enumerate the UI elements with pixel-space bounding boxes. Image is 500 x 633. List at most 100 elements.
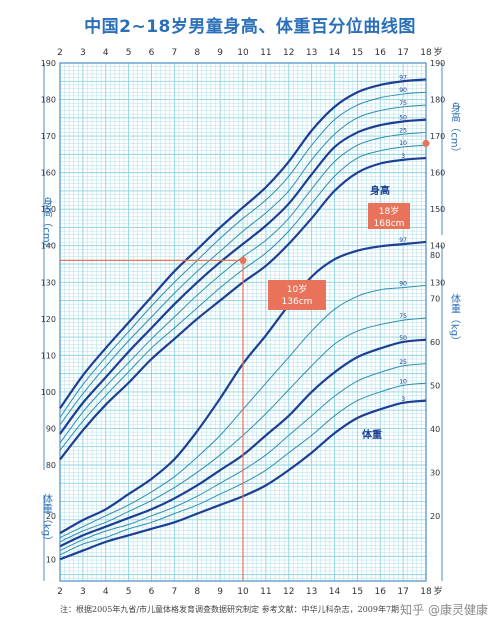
x-tick-label-bottom: 6 (149, 587, 155, 597)
x-tick-label-top: 8 (194, 48, 200, 58)
x-tick-label-top: 14 (329, 48, 341, 58)
height-tick-left: 170 (41, 132, 56, 141)
weight-tick-right: 70 (430, 294, 440, 303)
weight-tick-right: 40 (430, 425, 440, 434)
weight-tick-right: 50 (430, 381, 440, 390)
height-curve-p50 (59, 118, 427, 435)
height-curve-p90 (59, 91, 427, 418)
footnote: 注：根据2005年九省/市儿童体格发育调查数据研究制定 参考文献：中华儿科杂志，… (60, 605, 400, 614)
weight-percentile-label: 50 (399, 335, 407, 342)
x-tick-label-top: 16 (375, 48, 387, 58)
x-tick-label-top: 12 (283, 48, 294, 58)
x-tick-label-bottom: 8 (194, 587, 200, 597)
weight-percentile-label: 97 (399, 237, 407, 244)
height-curve-p75 (59, 104, 427, 426)
x-tick-label-top: 7 (172, 48, 178, 58)
weight-tick-right: 20 (430, 512, 440, 521)
x-tick-label-top: 17 (397, 48, 408, 58)
height-tick-left: 150 (41, 205, 56, 214)
x-tick-label-bottom: 5 (126, 587, 132, 597)
weight-tick-left: 20 (46, 512, 56, 521)
x-tick-label-bottom: 10 (237, 587, 249, 597)
height-curve-p25 (59, 131, 427, 444)
x-tick-label-bottom: 4 (103, 587, 109, 597)
height-axis-title-right: 身高（cm） (449, 101, 461, 157)
annotation-label-10y-age: 10岁 (287, 283, 307, 295)
height-tick-left: 100 (41, 388, 56, 397)
height-curve-p97 (59, 78, 427, 409)
height-tick-left: 110 (41, 351, 56, 360)
height-tick-left: 160 (41, 169, 56, 178)
height-axis-title-left: 身高（cm） (41, 196, 53, 252)
height-percentile-label: 25 (399, 127, 407, 134)
weight-percentile-label: 25 (399, 359, 407, 366)
x-tick-label-top: 9 (217, 48, 223, 58)
x-unit-label-bottom: 岁 (433, 585, 442, 597)
height-tick-right: 140 (430, 242, 445, 251)
x-tick-label-top: 4 (103, 48, 109, 58)
x-tick-label-bottom: 18 (420, 587, 432, 597)
grid (59, 62, 427, 581)
height-tick-right: 180 (430, 96, 445, 105)
weight-tick-right: 30 (430, 468, 440, 477)
annotation-label-18y-value: 168cm (374, 219, 405, 229)
x-unit-label-top: 岁 (433, 46, 442, 58)
x-tick-label-bottom: 15 (352, 587, 363, 597)
weight-tick-left: 10 (46, 555, 56, 564)
weight-axis-title-right: 体重（kg） (449, 294, 461, 346)
x-tick-label-top: 18 (420, 48, 432, 58)
x-tick-label-top: 2 (57, 48, 63, 58)
height-tick-right: 160 (430, 169, 445, 178)
height-tick-right: 130 (430, 278, 445, 287)
x-tick-label-bottom: 13 (306, 587, 317, 597)
x-tick-label-top: 6 (149, 48, 155, 58)
height-percentile-label: 50 (399, 114, 407, 121)
height-percentile-label: 97 (399, 74, 407, 81)
weight-curve-label: 体重 (362, 428, 382, 441)
height-tick-right: 170 (430, 132, 445, 141)
height-tick-left: 120 (41, 315, 56, 324)
weight-percentile-label: 10 (399, 378, 407, 385)
height-curve-label: 身高 (370, 184, 390, 197)
height-tick-left: 140 (41, 242, 56, 251)
height-tick-right: 150 (430, 205, 445, 214)
annotation-box-10y (268, 280, 326, 310)
height-tick-left: 180 (41, 96, 56, 105)
height-tick-left: 90 (46, 424, 56, 433)
height-tick-right: 190 (430, 59, 445, 68)
x-tick-label-bottom: 9 (217, 587, 223, 597)
x-tick-label-top: 15 (352, 48, 363, 58)
x-tick-label-top: 5 (126, 48, 132, 58)
weight-tick-right: 60 (430, 338, 440, 347)
height-percentile-label: 90 (399, 87, 407, 94)
watermark: 知乎 @康灵健康 (400, 603, 488, 617)
annotation-point-18y (422, 139, 430, 147)
weight-percentile-label: 90 (399, 281, 407, 288)
x-tick-label-bottom: 7 (172, 587, 178, 597)
x-tick-label-top: 3 (80, 48, 86, 58)
height-percentile-label: 75 (399, 100, 407, 107)
weight-tick-right: 80 (430, 251, 440, 260)
x-tick-label-bottom: 14 (329, 587, 341, 597)
x-tick-label-top: 11 (260, 48, 271, 58)
annotation-point-10y (239, 256, 247, 264)
height-percentile-label: 10 (399, 140, 407, 147)
weight-axis-title-left: 体重（kg） (41, 494, 53, 546)
x-tick-label-bottom: 12 (283, 587, 294, 597)
x-tick-label-bottom: 16 (375, 587, 387, 597)
height-tick-left: 80 (46, 461, 56, 470)
height-tick-left: 190 (41, 59, 56, 68)
weight-percentile-label: 3 (401, 396, 405, 403)
annotation-label-18y-age: 18岁 (379, 205, 399, 217)
annotation-box-18y (368, 203, 410, 229)
chart-title: 中国2~18岁男童身高、体重百分位曲线图 (84, 17, 416, 37)
x-tick-label-bottom: 17 (397, 587, 408, 597)
x-tick-label-bottom: 3 (80, 587, 86, 597)
height-tick-left: 130 (41, 278, 56, 287)
weight-percentile-label: 75 (399, 313, 407, 320)
x-tick-label-bottom: 2 (57, 587, 63, 597)
x-tick-label-top: 10 (237, 48, 249, 58)
x-tick-label-bottom: 11 (260, 587, 271, 597)
height-percentile-label: 3 (401, 153, 405, 160)
